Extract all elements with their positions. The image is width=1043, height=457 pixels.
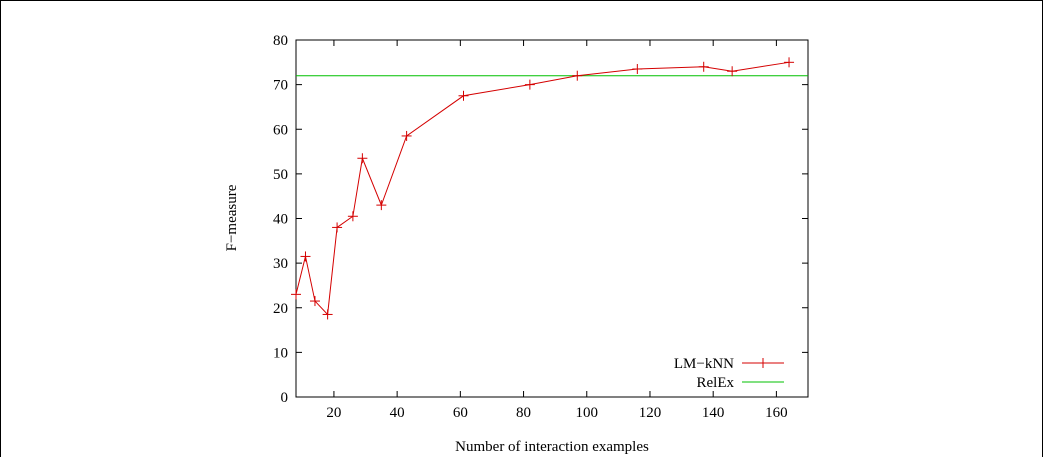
lm-knn-point: [727, 66, 738, 77]
y-tick-label: 80: [273, 33, 288, 49]
legend-label-relex: RelEx: [697, 375, 735, 391]
lm-knn-point: [698, 61, 709, 72]
lm-knn-point: [784, 57, 795, 68]
y-tick-label: 10: [273, 345, 288, 361]
legend-marker-lm-knn: [758, 358, 768, 368]
x-axis-label: Number of interaction examples: [455, 439, 649, 455]
lm-knn-point: [401, 130, 412, 141]
lm-knn-line: [295, 61, 790, 316]
legend: LM−kNN RelEx: [674, 356, 784, 391]
y-tick-label: 20: [273, 301, 288, 317]
lm-knn-point: [632, 64, 643, 75]
y-axis-label: F−measure: [224, 184, 240, 251]
lm-knn-point: [300, 251, 311, 262]
lm-knn-point: [572, 70, 583, 81]
y-axis: 0 10 20 30 40 50 60 70 80: [273, 33, 808, 406]
x-tick-label: 120: [639, 405, 662, 421]
lm-knn-point: [309, 296, 320, 307]
lm-knn-point: [458, 90, 469, 101]
x-tick-label: 20: [326, 405, 341, 421]
legend-label-lm-knn: LM−kNN: [674, 356, 734, 372]
x-tick-label: 140: [702, 405, 725, 421]
x-axis: 20 40 60 80 100 120 140 160: [326, 40, 788, 421]
lm-knn-point: [291, 289, 301, 300]
x-tick-label: 100: [576, 405, 599, 421]
y-tick-label: 40: [273, 212, 288, 228]
y-tick-label: 0: [281, 390, 289, 406]
x-tick-label: 160: [765, 405, 788, 421]
y-tick-label: 30: [273, 256, 288, 272]
x-tick-label: 40: [390, 405, 405, 421]
y-tick-label: 70: [273, 78, 288, 94]
plot-area: 20 40 60 80 100 120 140 160 0 10 20 30 40 50 60 70 80: [273, 33, 809, 421]
lm-knn-point: [322, 309, 333, 320]
x-tick-label: 60: [453, 405, 468, 421]
lm-knn-point: [357, 153, 368, 164]
lm-knn-point: [347, 211, 358, 222]
y-tick-label: 60: [273, 122, 288, 138]
plot-border: [295, 39, 809, 398]
x-tick-label: 80: [516, 405, 531, 421]
lm-knn-point: [332, 222, 343, 233]
lm-knn-point: [524, 79, 535, 90]
y-tick-label: 50: [273, 167, 288, 183]
lm-knn-point: [376, 200, 387, 211]
lm-knn-series: [291, 57, 795, 320]
